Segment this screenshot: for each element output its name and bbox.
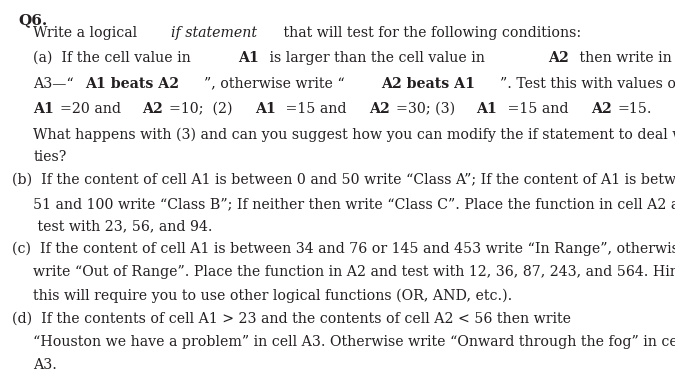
Text: =30; (3): =30; (3): [396, 102, 460, 116]
Text: =20 and: =20 and: [59, 102, 125, 116]
Text: A2: A2: [370, 102, 390, 116]
Text: ”. Test this with values of:: ”. Test this with values of:: [500, 77, 675, 91]
Text: =10;  (2): =10; (2): [169, 102, 237, 116]
Text: =15 and: =15 and: [503, 102, 572, 116]
Text: A1 beats A2: A1 beats A2: [85, 77, 179, 91]
Text: A2: A2: [591, 102, 612, 116]
Text: ties?: ties?: [33, 150, 66, 164]
Text: (b)  If the content of cell A1 is between 0 and 50 write “Class A”; If the conte: (b) If the content of cell A1 is between…: [12, 173, 675, 186]
Text: What happens with (3) and can you suggest how you can modify the if statement to: What happens with (3) and can you sugges…: [33, 128, 675, 142]
Text: (a)  If the cell value in: (a) If the cell value in: [33, 51, 196, 65]
Text: A1: A1: [33, 102, 54, 116]
Text: A3—“: A3—“: [33, 77, 74, 91]
Text: ”, otherwise write “: ”, otherwise write “: [204, 77, 344, 91]
Text: then write in cell: then write in cell: [574, 51, 675, 65]
Text: (d)  If the contents of cell A1 > 23 and the contents of cell A2 < 56 then write: (d) If the contents of cell A1 > 23 and …: [12, 312, 571, 326]
Text: write “Out of Range”. Place the function in A2 and test with 12, 36, 87, 243, an: write “Out of Range”. Place the function…: [33, 266, 675, 279]
Text: A3.: A3.: [33, 358, 57, 372]
Text: A1: A1: [238, 51, 259, 65]
Text: is larger than the cell value in: is larger than the cell value in: [265, 51, 489, 65]
Text: if statement: if statement: [171, 26, 256, 39]
Text: this will require you to use other logical functions (OR, AND, etc.).: this will require you to use other logic…: [33, 289, 512, 303]
Text: A2: A2: [142, 102, 163, 116]
Text: test with 23, 56, and 94.: test with 23, 56, and 94.: [33, 219, 213, 234]
Text: =15.: =15.: [618, 102, 652, 116]
Text: =15 and: =15 and: [281, 102, 351, 116]
Text: “Houston we have a problem” in cell A3. Otherwise write “Onward through the fog”: “Houston we have a problem” in cell A3. …: [33, 336, 675, 349]
Text: A2: A2: [549, 51, 569, 65]
Text: (c)  If the content of cell A1 is between 34 and 76 or 145 and 453 write “In Ran: (c) If the content of cell A1 is between…: [12, 241, 675, 256]
Text: A1: A1: [477, 102, 497, 116]
Text: that will test for the following conditions:: that will test for the following conditi…: [279, 26, 582, 39]
Text: Q6.: Q6.: [19, 13, 48, 27]
Text: 51 and 100 write “Class B”; If neither then write “Class C”. Place the function : 51 and 100 write “Class B”; If neither t…: [33, 197, 675, 211]
Text: Write a logical: Write a logical: [33, 26, 142, 39]
Text: A2 beats A1: A2 beats A1: [381, 77, 476, 91]
Text: A1: A1: [254, 102, 275, 116]
